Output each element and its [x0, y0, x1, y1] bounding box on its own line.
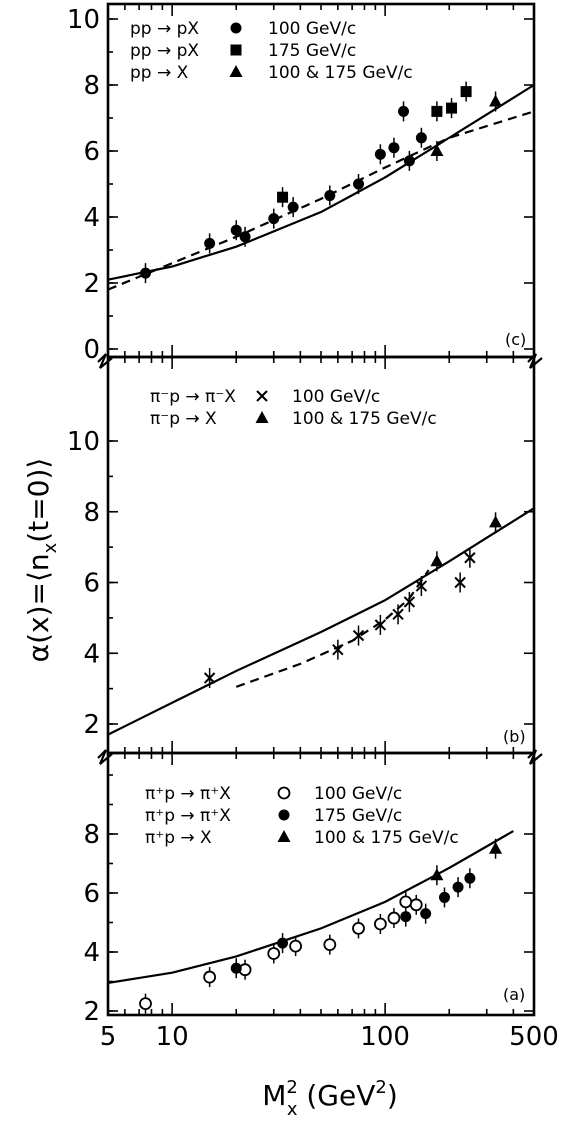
- x-axis-title: M2 x (GeV2): [262, 1077, 398, 1120]
- data-point: [430, 554, 443, 566]
- data-point: [240, 231, 251, 242]
- data-point: [420, 908, 431, 919]
- data-point: [140, 998, 151, 1009]
- legend-energy: 100 & 175 GeV/c: [268, 63, 413, 83]
- data-point: [375, 149, 386, 160]
- y-tick-label: 2: [83, 710, 100, 740]
- data-point: [290, 941, 301, 952]
- data-point: [400, 896, 411, 907]
- data-point: [446, 103, 457, 114]
- legend-marker: [278, 830, 291, 842]
- dashed-curve: [108, 111, 534, 289]
- data-point: [461, 86, 472, 97]
- data-point: [439, 892, 450, 903]
- data-point: [277, 192, 288, 203]
- data-point: [430, 868, 443, 880]
- data-point: [268, 948, 279, 959]
- dashed-curve: [236, 570, 428, 687]
- solid-curve: [108, 831, 513, 983]
- legend-energy: 100 GeV/c: [268, 19, 356, 39]
- data-point: [400, 911, 411, 922]
- legend-reaction: pp → pX: [130, 19, 199, 39]
- legend-energy: 100 & 175 GeV/c: [314, 828, 459, 848]
- legend-marker: [256, 411, 269, 423]
- y-tick-label: 6: [83, 569, 100, 599]
- data-point: [231, 225, 242, 236]
- solid-curve: [108, 508, 534, 734]
- legend-marker: [279, 810, 290, 821]
- legend-reaction: π⁺p → π⁺X: [145, 806, 231, 826]
- x-tick-label: 500: [509, 1022, 559, 1052]
- data-point: [431, 106, 442, 117]
- data-point: [430, 144, 443, 156]
- data-point: [324, 939, 335, 950]
- panel-label: (c): [505, 330, 526, 349]
- panel-b: 2 4 6 8 10 π⁻p → π⁻X 100 GeV/c π⁻p → X 100 & 175…: [67, 357, 534, 753]
- data-point: [353, 179, 364, 190]
- y-tick-label: 4: [83, 938, 100, 968]
- data-point: [375, 918, 386, 929]
- y-axis-title: α(x)=⟨nx(t=0)⟩: [22, 458, 61, 663]
- legend-reaction: π⁻p → X: [150, 409, 217, 429]
- panel-label: (a): [503, 985, 525, 1004]
- data-point: [411, 899, 422, 910]
- y-tick-label: 4: [83, 639, 100, 669]
- data-point: [277, 938, 288, 949]
- y-tick-label: 10: [67, 5, 100, 35]
- legend-energy: 100 GeV/c: [314, 784, 402, 804]
- data-point: [489, 515, 502, 527]
- y-tick-label: 10: [67, 427, 100, 457]
- data-point: [204, 972, 215, 983]
- data-point: [489, 95, 502, 107]
- y-tick-label: 2: [83, 997, 100, 1027]
- panel-c: 0 2 4 6 8 10 pp → pX 100 GeV/c pp → pX 175 GeV/c p…: [67, 4, 534, 365]
- legend-marker: [230, 65, 243, 77]
- data-point: [204, 238, 215, 249]
- data-point: [388, 142, 399, 153]
- legend-energy: 175 GeV/c: [314, 806, 402, 826]
- legend-energy: 100 GeV/c: [292, 387, 380, 407]
- panel-label: (b): [503, 727, 526, 746]
- y-tick-label: 0: [83, 335, 100, 365]
- panel-a: 2 4 6 8 5 10 100 500 π⁺p → π⁺X 100 GeV/c π⁺p → π⁺X…: [83, 753, 558, 1052]
- legend-reaction: π⁺p → X: [145, 828, 212, 848]
- legend-marker: [231, 45, 242, 56]
- data-point: [353, 923, 364, 934]
- y-tick-label: 4: [83, 203, 100, 233]
- data-point: [453, 882, 464, 893]
- legend-reaction: π⁻p → π⁻X: [150, 387, 236, 407]
- y-tick-label: 8: [83, 820, 100, 850]
- panels: 0 2 4 6 8 10 pp → pX 100 GeV/c pp → pX 175 GeV/c p…: [67, 4, 559, 1052]
- data-point: [416, 132, 427, 143]
- legend-reaction: pp → X: [130, 63, 189, 83]
- data-point: [324, 190, 335, 201]
- x-tick-label: 100: [360, 1022, 410, 1052]
- legend-reaction: π⁺p → π⁺X: [145, 784, 231, 804]
- x-tick-label: 10: [156, 1022, 189, 1052]
- data-point: [398, 106, 409, 117]
- legend-energy: 100 & 175 GeV/c: [292, 409, 437, 429]
- legend-marker: [231, 23, 242, 34]
- data-point: [268, 213, 279, 224]
- y-tick-label: 2: [83, 269, 100, 299]
- legend-energy: 175 GeV/c: [268, 41, 356, 61]
- data-point: [464, 873, 475, 884]
- solid-curve: [108, 85, 534, 280]
- y-tick-label: 8: [83, 71, 100, 101]
- data-point: [404, 155, 415, 166]
- data-point: [140, 268, 151, 279]
- legend-marker: [257, 391, 267, 401]
- legend-marker: [279, 788, 290, 799]
- legend-reaction: pp → pX: [130, 41, 199, 61]
- y-tick-label: 6: [83, 879, 100, 909]
- data-point: [231, 963, 242, 974]
- y-tick-label: 8: [83, 498, 100, 528]
- x-tick-label: 5: [100, 1022, 117, 1052]
- y-tick-label: 6: [83, 137, 100, 167]
- data-point: [388, 913, 399, 924]
- data-point: [288, 202, 299, 213]
